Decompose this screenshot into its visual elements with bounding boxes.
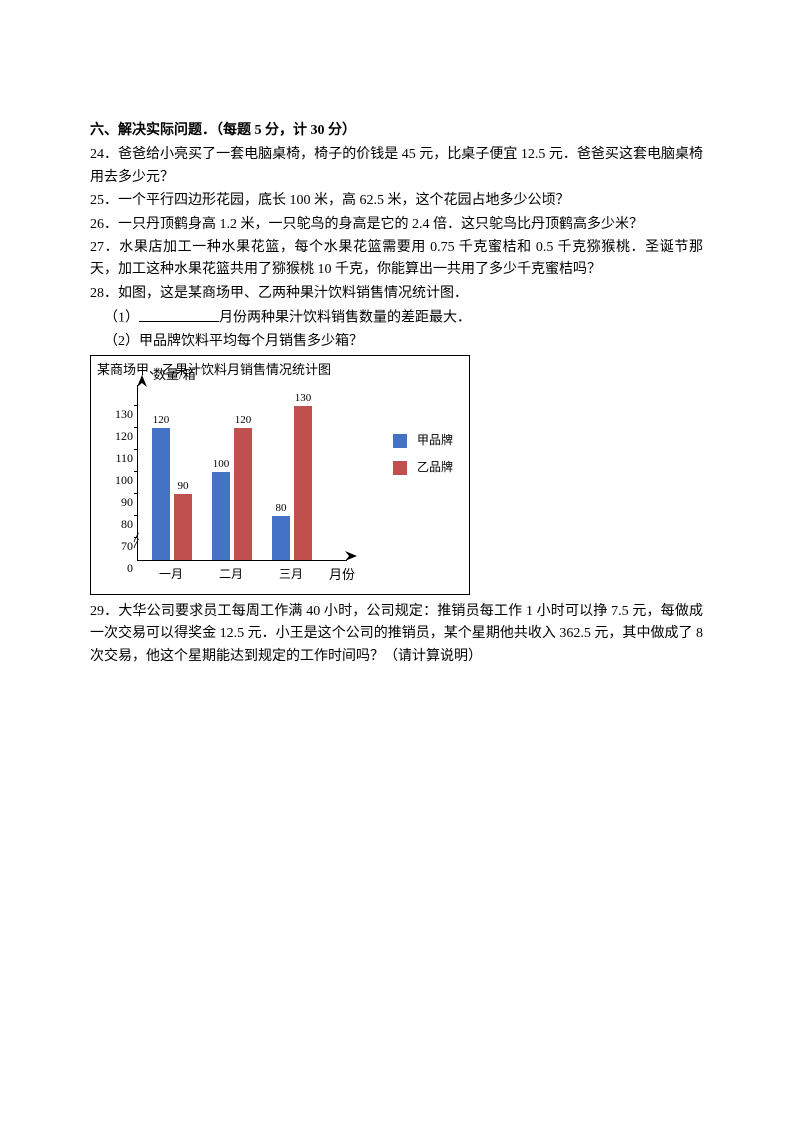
bar-series-b: 130 bbox=[294, 406, 312, 560]
bar-group: 100120 bbox=[212, 428, 252, 560]
y-axis-ticks: 1301201101009080700 bbox=[97, 385, 137, 561]
chart-title: 某商场甲、乙果汁饮料月销售情况统计图 bbox=[97, 360, 463, 381]
plot-area: 〳〳 1209010012080130 bbox=[137, 385, 347, 561]
bar-series-a: 80 bbox=[272, 516, 290, 560]
legend: 甲品牌乙品牌 bbox=[393, 431, 453, 485]
bar-series-b: 90 bbox=[174, 494, 192, 560]
problem-28-intro: 28．如图，这是某商场甲、乙两种果汁饮料销售情况统计图． bbox=[90, 283, 703, 305]
x-category-label: 一月 bbox=[141, 565, 201, 586]
bar-chart-container: 某商场甲、乙果汁饮料月销售情况统计图 数量/箱 1301201101009080… bbox=[90, 355, 470, 595]
problem-24: 24．爸爸给小亮买了一套电脑桌椅，椅子的价钱是 45 元，比桌子便宜 12.5 … bbox=[90, 144, 703, 189]
chart-area: 数量/箱 1301201101009080700 〳〳 120901001208… bbox=[97, 385, 463, 586]
problem-29: 29．大华公司要求员工每周工作满 40 小时，公司规定：推销员每工作 1 小时可… bbox=[90, 601, 703, 668]
bar-value-label: 80 bbox=[276, 500, 287, 518]
legend-swatch bbox=[393, 434, 407, 448]
arrow-up-icon bbox=[137, 375, 147, 387]
x-category-label: 三月 bbox=[261, 565, 321, 586]
bar-value-label: 120 bbox=[235, 412, 252, 430]
legend-swatch bbox=[393, 461, 407, 475]
problem-28-q1: （1） 月份两种果汁饮料销售数量的差距最大． bbox=[104, 306, 703, 330]
fill-blank bbox=[139, 306, 219, 321]
section-heading: 六、解决实际问题．（每题 5 分，计 30 分） bbox=[90, 120, 703, 142]
legend-item: 甲品牌 bbox=[393, 431, 453, 450]
q1-suffix: 月份两种果汁饮料销售数量的差距最大． bbox=[219, 311, 471, 326]
arrow-right-icon bbox=[345, 551, 357, 561]
x-category-label: 二月 bbox=[201, 565, 261, 586]
legend-label: 乙品牌 bbox=[417, 458, 453, 477]
bar-series-b: 120 bbox=[234, 428, 252, 560]
legend-label: 甲品牌 bbox=[417, 431, 453, 450]
problem-25: 25．一个平行四边形花园，底长 100 米，高 62.5 米，这个花园占地多少公… bbox=[90, 190, 703, 212]
x-axis-label: 月份 bbox=[329, 565, 355, 586]
y-axis-label: 数量/箱 bbox=[153, 365, 196, 386]
bar-value-label: 130 bbox=[295, 390, 312, 408]
bar-value-label: 90 bbox=[178, 478, 189, 496]
x-axis: 一月二月三月月份 bbox=[141, 561, 463, 586]
bar-series-a: 120 bbox=[152, 428, 170, 560]
bar-value-label: 120 bbox=[153, 412, 170, 430]
bar-group: 80130 bbox=[272, 406, 312, 560]
bar-series-a: 100 bbox=[212, 472, 230, 560]
legend-item: 乙品牌 bbox=[393, 458, 453, 477]
problem-26: 26．一只丹顶鹤身高 1.2 米，一只鸵鸟的身高是它的 2.4 倍．这只鸵鸟比丹… bbox=[90, 214, 703, 236]
q1-prefix: （1） bbox=[104, 311, 139, 326]
problem-28-q2: （2）甲品牌饮料平均每个月销售多少箱？ bbox=[104, 331, 703, 353]
problem-27: 27．水果店加工一种水果花篮，每个水果花篮需要用 0.75 千克蜜桔和 0.5 … bbox=[90, 237, 703, 282]
bar-group: 12090 bbox=[152, 428, 192, 560]
bar-value-label: 100 bbox=[213, 456, 230, 474]
